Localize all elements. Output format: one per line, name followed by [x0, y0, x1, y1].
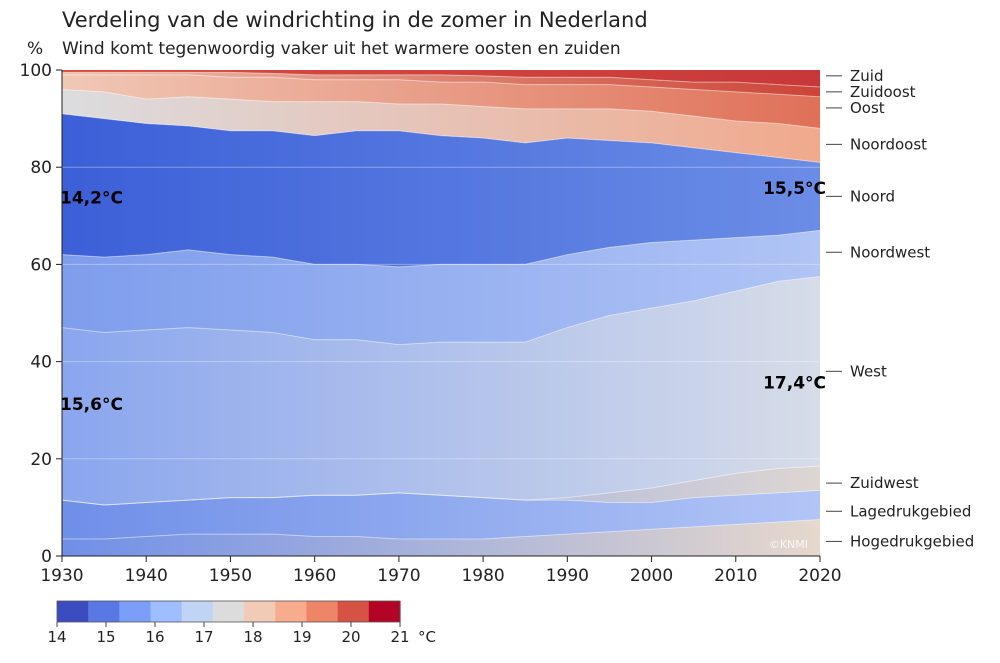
direction-label-noordwest: Noordwest	[850, 243, 930, 261]
boundary-line	[61, 229, 821, 268]
colorbar-segment	[275, 601, 308, 622]
direction-labels: Hogedrukgebied Lagedrukgebied Zuidwest West…	[826, 67, 974, 550]
colorbar-segment	[57, 601, 89, 622]
direction-label-oost: Oost	[850, 99, 885, 117]
colorbar-unit: °C	[418, 628, 436, 646]
area-zuid	[62, 70, 820, 88]
stacked-areas	[61, 70, 821, 556]
colorbar-segment	[88, 601, 120, 622]
boundary-line	[61, 465, 821, 506]
area-noordwest	[62, 230, 820, 345]
colorbar-segment	[181, 601, 214, 622]
x-tick-label: 1980	[461, 566, 504, 586]
colorbar-tick-label: 20	[341, 628, 360, 646]
boundary-line	[62, 74, 821, 98]
direction-label-hogedrukgebied: Hogedrukgebied	[850, 532, 974, 550]
y-axis-unit: %	[27, 39, 43, 59]
x-tick-label: 1930	[40, 566, 83, 586]
gridlines	[62, 166, 820, 460]
chart-title: Verdeling van de windrichting in de zome…	[62, 8, 648, 32]
colorbar-tick-label: 17	[194, 628, 213, 646]
area-oost	[62, 74, 820, 129]
boundary-line	[62, 71, 821, 88]
boundary-line	[61, 489, 821, 506]
boundary-line	[61, 113, 821, 163]
x-tick-label: 2010	[714, 566, 757, 586]
x-tick-label: 1990	[546, 566, 589, 586]
colorbar-segment	[119, 601, 152, 622]
colorbar-segment	[306, 601, 339, 622]
axes: 0 20 40 60 80 100 1930 1940 1950 1960 1970 1980 1990…	[20, 61, 842, 586]
temperature-annotation: 14,2°C	[60, 189, 123, 209]
direction-label-zuidoost: Zuidoost	[850, 83, 916, 101]
direction-label-noordoost: Noordoost	[850, 135, 927, 153]
x-tick-label: 1950	[209, 566, 252, 586]
colorbar-tick-label: 16	[145, 628, 164, 646]
colorbar: 14 15 16 17 18 19 20 21 °C	[47, 600, 436, 646]
colorbar-segment	[150, 601, 183, 622]
temperature-annotation: 15,5°C	[763, 179, 826, 199]
x-tick-label: 1940	[125, 566, 168, 586]
boundary-line	[61, 276, 821, 346]
area-noordoost	[62, 89, 820, 163]
area-zuidoost	[62, 72, 820, 97]
direction-label-zuidwest: Zuidwest	[850, 474, 919, 492]
boundary-line	[61, 88, 821, 129]
direction-label-noord: Noord	[850, 187, 895, 205]
x-tick-label: 1960	[293, 566, 336, 586]
direction-label-zuid: Zuid	[850, 67, 883, 85]
colorbar-segment	[337, 601, 370, 622]
temperature-annotations: 14,2°C 15,5°C 15,6°C 17,4°C	[60, 179, 826, 415]
y-tick-label: 100	[20, 61, 52, 81]
colorbar-tick-label: 18	[243, 628, 262, 646]
chart-subtitle: Wind komt tegenwoordig vaker uit het war…	[62, 39, 621, 59]
colorbar-tick-label: 14	[47, 628, 66, 646]
direction-label-lagedrukgebied: Lagedrukgebied	[850, 502, 971, 520]
direction-label-west: West	[850, 362, 887, 380]
y-tick-label: 20	[30, 450, 52, 470]
colorbar-tick-label: 19	[292, 628, 311, 646]
area-noord	[62, 113, 820, 267]
y-tick-label: 80	[30, 158, 52, 178]
y-tick-label: 60	[30, 255, 52, 275]
x-tick-label: 2000	[630, 566, 673, 586]
colorbar-frame	[56, 600, 401, 623]
boundary-line	[62, 519, 821, 540]
colorbar-tick-label: 21	[390, 628, 409, 646]
x-tick-label: 2020	[798, 566, 841, 586]
colorbar-segment	[244, 601, 276, 622]
area-hogedrukgebied	[62, 519, 820, 556]
y-tick-label: 40	[30, 353, 52, 373]
colorbar-segment	[368, 601, 401, 622]
colorbar-segment	[212, 601, 245, 622]
temperature-annotation: 15,6°C	[60, 395, 123, 415]
colorbar-tick-label: 15	[96, 628, 115, 646]
temperature-annotation: 17,4°C	[763, 373, 826, 393]
x-tick-label: 1970	[377, 566, 420, 586]
y-tick-label: 0	[41, 547, 52, 567]
area-zuidwest	[62, 466, 820, 505]
area-west	[62, 276, 820, 505]
credit-text: ©KNMI	[769, 538, 808, 551]
